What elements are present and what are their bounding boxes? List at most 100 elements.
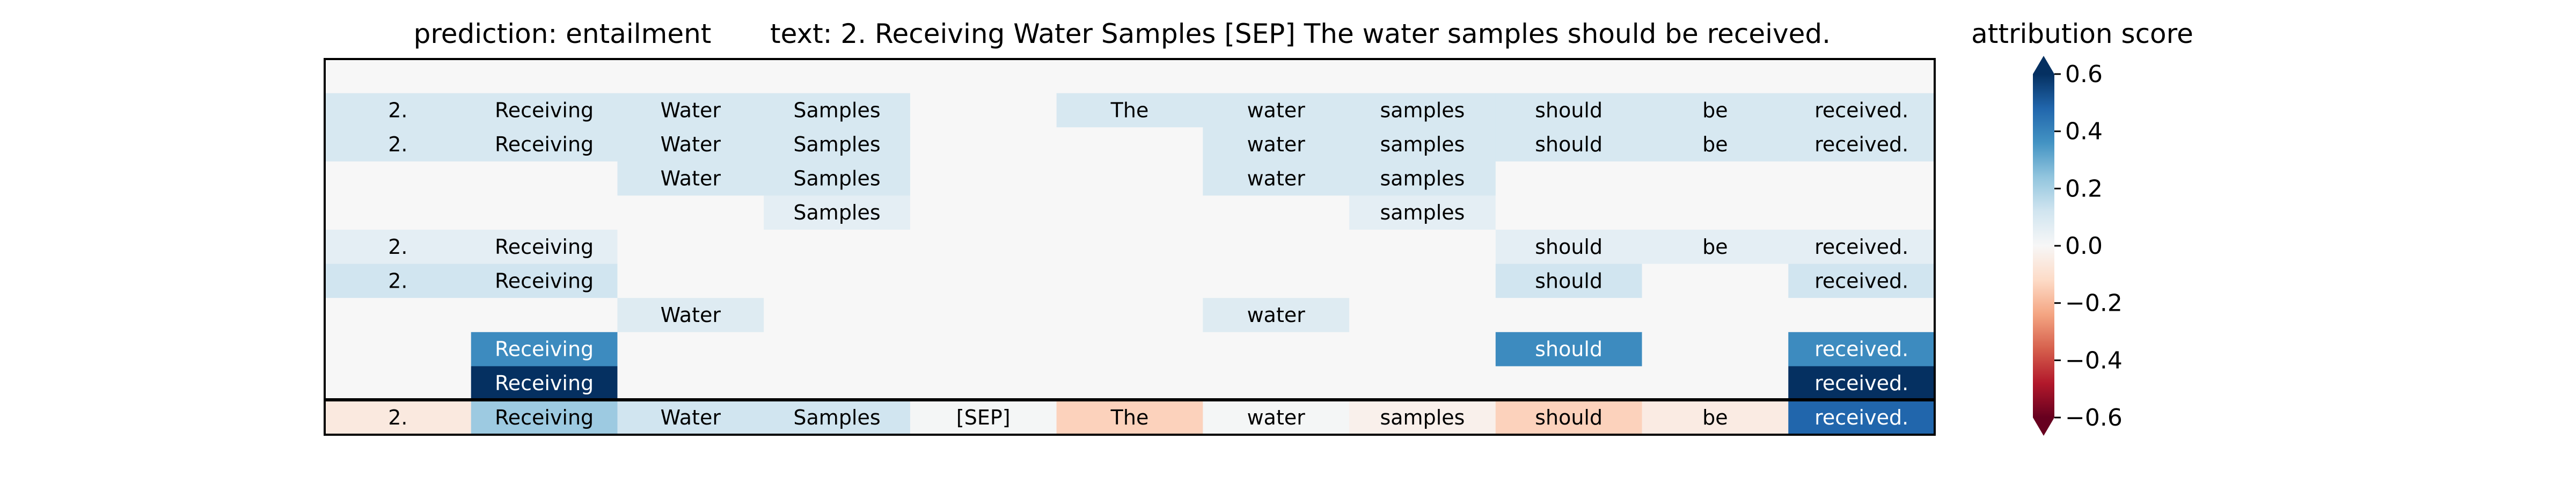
heatmap-cell	[1788, 366, 1935, 401]
cell-label: received.	[1814, 338, 1908, 361]
heatmap-cell	[1495, 298, 1643, 333]
colorbar: 0.6 0.4 0.2 0.0 −0.2 −0.4 −0.6	[2033, 56, 2123, 436]
heatmap-cell	[1495, 264, 1643, 298]
cell-label: should	[1535, 98, 1602, 122]
colorbar-min-arrow	[2033, 418, 2054, 436]
summary-cell	[1349, 400, 1496, 435]
heatmap-cell	[764, 127, 911, 162]
heatmap-cell	[1349, 93, 1496, 128]
heatmap-cell	[764, 93, 911, 128]
heatmap-cell	[1056, 264, 1203, 298]
heatmap-cell	[1642, 59, 1789, 94]
heatmap-cell	[910, 127, 1057, 162]
heatmap-cell	[471, 195, 618, 230]
cell-label: should	[1535, 269, 1602, 292]
heatmap-cell	[617, 161, 764, 196]
heatmap-cell	[1056, 93, 1203, 128]
colorbar-tick-label: 0.2	[2065, 175, 2103, 202]
colorbar-label: attribution score	[1971, 18, 2193, 49]
cell-label: Receiving	[495, 269, 594, 292]
heatmap-cell	[1203, 366, 1350, 401]
heatmap-cell	[764, 366, 911, 401]
cell-label: samples	[1380, 133, 1465, 156]
heatmap-cell	[764, 161, 911, 196]
heatmap-cell	[617, 332, 764, 367]
cell-label: should	[1535, 406, 1602, 429]
heatmap-cell	[1642, 264, 1789, 298]
heatmap-cell	[1642, 332, 1789, 367]
heatmap-cell	[1203, 230, 1350, 265]
heatmap-cell	[325, 93, 472, 128]
cell-label: should	[1535, 338, 1602, 361]
cell-label: samples	[1380, 98, 1465, 122]
cell-label: [SEP]	[956, 406, 1011, 429]
heatmap-cell	[325, 332, 472, 367]
summary-cell	[1495, 400, 1643, 435]
colorbar-tick-label: −0.2	[2065, 290, 2123, 317]
heatmap-cell	[1788, 195, 1935, 230]
heatmap-cell	[1495, 59, 1643, 94]
cell-label: Receiving	[495, 98, 594, 122]
cell-label: be	[1702, 133, 1728, 156]
heatmap-cell	[325, 127, 472, 162]
heatmap-cell	[1349, 366, 1496, 401]
cell-label: samples	[1380, 406, 1465, 429]
summary-cell	[1642, 400, 1789, 435]
cell-label: received.	[1814, 371, 1908, 395]
summary-cell	[910, 400, 1057, 435]
heatmap-cell	[471, 332, 618, 367]
heatmap-cell	[1495, 161, 1643, 196]
summary-cell	[471, 400, 618, 435]
heatmap-cell	[1642, 93, 1789, 128]
heatmap-cell	[471, 93, 618, 128]
cell-label: received.	[1814, 269, 1908, 292]
heatmap-cell	[1203, 161, 1350, 196]
heatmap-cell	[1203, 264, 1350, 298]
heatmap-cell	[1788, 230, 1935, 265]
heatmap-cell	[1495, 127, 1643, 162]
cell-label: Water	[661, 167, 721, 191]
heatmap-cell	[1203, 298, 1350, 333]
heatmap-cell	[764, 230, 911, 265]
heatmap-cell	[1495, 93, 1643, 128]
heatmap-cell	[617, 127, 764, 162]
colorbar-gradient	[2033, 74, 2054, 418]
cell-label: 2.	[388, 133, 407, 156]
cell-label: should	[1535, 235, 1602, 259]
heatmap-cell	[471, 161, 618, 196]
heatmap-cell	[764, 195, 911, 230]
heatmap-cell	[1349, 161, 1496, 196]
heatmap-cell	[1495, 366, 1643, 401]
heatmap-cell	[1203, 195, 1350, 230]
heatmap-cell	[1788, 127, 1935, 162]
heatmap-cell	[325, 264, 472, 298]
heatmap-cell	[910, 195, 1057, 230]
cell-label: received.	[1814, 406, 1908, 429]
cell-label: be	[1702, 98, 1728, 122]
colorbar-tick-label: 0.4	[2065, 118, 2103, 145]
cell-label: should	[1535, 133, 1602, 156]
heatmap-cell	[1495, 332, 1643, 367]
cell-label: Samples	[793, 201, 880, 224]
heatmap-frame	[324, 58, 1936, 436]
text-title: text: 2. Receiving Water Samples [SEP] T…	[770, 18, 1831, 49]
heatmap-cell	[1203, 93, 1350, 128]
cell-label: 2.	[388, 406, 407, 429]
heatmap-cell	[1349, 264, 1496, 298]
cell-label: water	[1247, 98, 1306, 122]
cell-label: Samples	[793, 133, 880, 156]
cell-label: Receiving	[495, 133, 594, 156]
heatmap-cell	[1056, 59, 1203, 94]
heatmap-cell	[1203, 59, 1350, 94]
colorbar-tick-label: 0.6	[2065, 61, 2103, 88]
heatmap-cell	[471, 264, 618, 298]
heatmap-cell	[910, 230, 1057, 265]
heatmap-cell	[910, 264, 1057, 298]
heatmap-cell	[617, 195, 764, 230]
heatmap-cell	[617, 298, 764, 333]
cell-label: 2.	[388, 98, 407, 122]
heatmap-cell	[1056, 161, 1203, 196]
heatmap-cell	[764, 298, 911, 333]
heatmap-cell	[1349, 230, 1496, 265]
